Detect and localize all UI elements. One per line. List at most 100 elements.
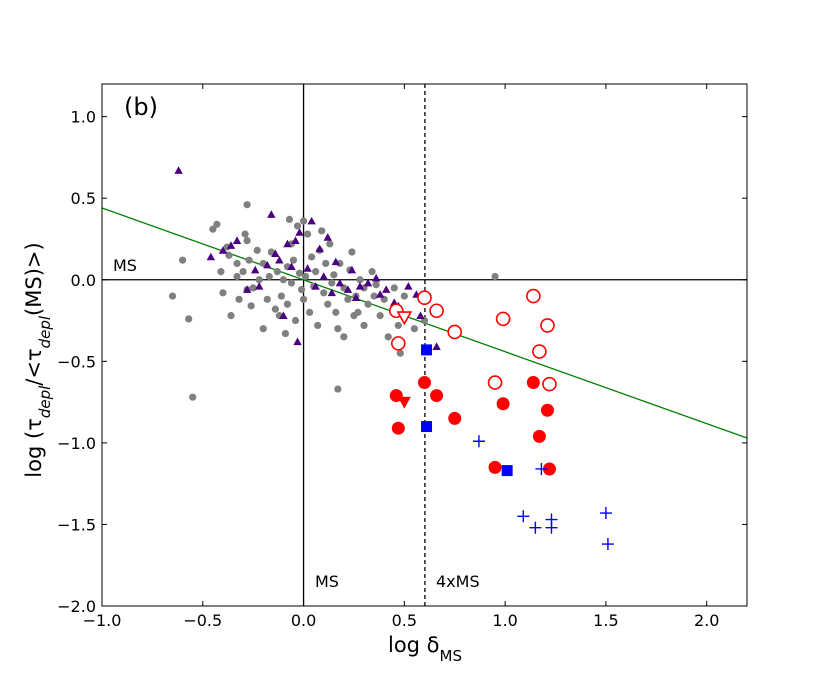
point-gray-circles-5 [213,220,221,228]
x-tick-label-6: 2.0 [694,611,719,630]
point-gray-circles-53 [314,321,322,330]
point-purple-triangles-32 [371,273,381,282]
point-blue-crosses-2 [529,521,542,534]
point-purple-triangles-6 [250,265,260,274]
ms-horizontal-line-label: MS [113,256,137,275]
point-gray-circles-43 [295,269,304,277]
point-gray-circles-37 [285,215,294,223]
point-gray-circles-13 [235,295,243,303]
point-gray-circles-41 [291,316,300,325]
point-purple-triangles-24 [327,288,336,297]
point-gray-circles-80 [376,312,384,320]
point-gray-circles-56 [320,289,328,297]
point-blue-crosses-7 [601,538,614,551]
y-tick-label-4: −1.0 [57,434,96,453]
point-gray-circles-82 [384,333,392,341]
point-purple-triangles-5 [242,285,252,293]
point-gray-circles-18 [245,256,253,264]
point-gray-circles-69 [348,248,356,256]
point-red-filled-circles-5 [488,460,502,474]
point-gray-circles-42 [293,222,302,230]
point-gray-circles-83 [390,284,398,292]
point-red-filled-circles-7 [526,376,540,390]
point-purple-triangles-21 [315,244,324,253]
point-gray-circles-62 [332,308,340,316]
point-red-open-circles-2 [417,290,432,305]
point-gray-circles-10 [227,312,235,320]
point-gray-circles-45 [299,295,308,303]
point-gray-circles-14 [239,267,247,276]
point-gray-circles-11 [233,259,241,268]
point-purple-triangles-18 [303,264,312,272]
point-red-open-circles-10 [542,376,557,392]
point-purple-triangles-31 [363,278,373,287]
point-gray-circles-29 [271,305,279,313]
point-red-open-circles-9 [540,318,555,333]
point-gray-circles-46 [299,217,308,225]
point-purple-triangles-15 [291,236,300,244]
point-purple-triangles-1 [206,252,216,261]
point-gray-circles-30 [273,267,281,276]
point-gray-circles-79 [372,281,380,289]
plot-area [101,84,748,606]
point-gray-circles-32 [277,292,285,300]
point-gray-circles-12 [233,272,241,281]
point-purple-triangles-28 [347,265,357,274]
point-purple-triangles-11 [275,255,284,264]
point-gray-circles-60 [328,279,336,287]
point-red-open-circles-4 [447,324,463,340]
point-purple-triangles-4 [232,236,242,244]
x-tick-label-0: −1.0 [83,611,122,630]
point-purple-triangles-8 [263,260,272,269]
point-gray-circles-76 [364,300,372,308]
point-gray-circles-67 [344,295,352,303]
point-red-filled-circles-1 [391,421,405,435]
point-purple-triangles-12 [279,311,288,319]
point-purple-triangles-17 [295,228,304,236]
y-tick-label-3: −0.5 [57,352,96,371]
point-gray-circles-9 [225,251,233,259]
point-blue-squares-0 [421,344,433,356]
point-purple-triangles-29 [351,293,361,302]
point-red-filled-circles-4 [448,411,462,425]
point-gray-circles-24 [259,325,267,333]
4xms-line-label: 4xMS [436,572,480,591]
point-purple-triangles-34 [382,285,391,293]
x-tick-label-2: 0.0 [291,611,316,630]
point-gray-circles-4 [209,225,217,233]
y-tick-label-6: −2.0 [57,597,96,616]
y-axis-title: log (τdepl/<τdepl(MS)>) [22,242,54,477]
point-gray-circles-84 [394,321,402,330]
point-gray-circles-47 [301,272,310,281]
point-blue-crosses-0 [472,435,485,448]
point-gray-circles-48 [303,230,312,238]
point-red-filled-circles-9 [540,403,554,417]
point-gray-circles-16 [243,237,251,245]
point-gray-circles-61 [330,271,338,279]
point-gray-circles-40 [289,256,298,264]
point-red-filled-triangle-down-0 [397,396,411,409]
point-purple-triangles-26 [335,278,345,287]
point-red-open-circles-3 [429,303,444,319]
point-purple-triangles-13 [283,239,292,248]
point-gray-circles-78 [370,292,378,300]
point-gray-circles-77 [368,267,376,276]
point-gray-circles-57 [322,259,330,268]
point-gray-circles-39 [287,279,296,287]
point-gray-circles-49 [306,308,314,316]
point-purple-triangles-22 [319,272,328,280]
point-gray-circles-22 [255,276,263,284]
point-gray-circles-26 [263,295,271,303]
point-gray-circles-44 [297,285,306,294]
tick-labels: −1.0 −0.5 0.0 0.5 1.0 1.5 2.0 1.0 0.5 0.0 −0.5 −1.0… [57,108,719,630]
point-gray-circles-33 [279,276,288,284]
y-tick-label-5: −1.5 [57,515,96,534]
point-purple-triangles-14 [287,262,296,271]
point-gray-circles-59 [326,240,334,248]
x-tick-label-1: −0.5 [183,611,222,630]
point-gray-circles-85 [396,349,404,357]
point-purple-triangles-0 [174,166,183,174]
point-gray-circles-58 [324,300,332,308]
point-gray-circles-50 [308,253,316,261]
point-blue-squares-2 [501,465,513,477]
